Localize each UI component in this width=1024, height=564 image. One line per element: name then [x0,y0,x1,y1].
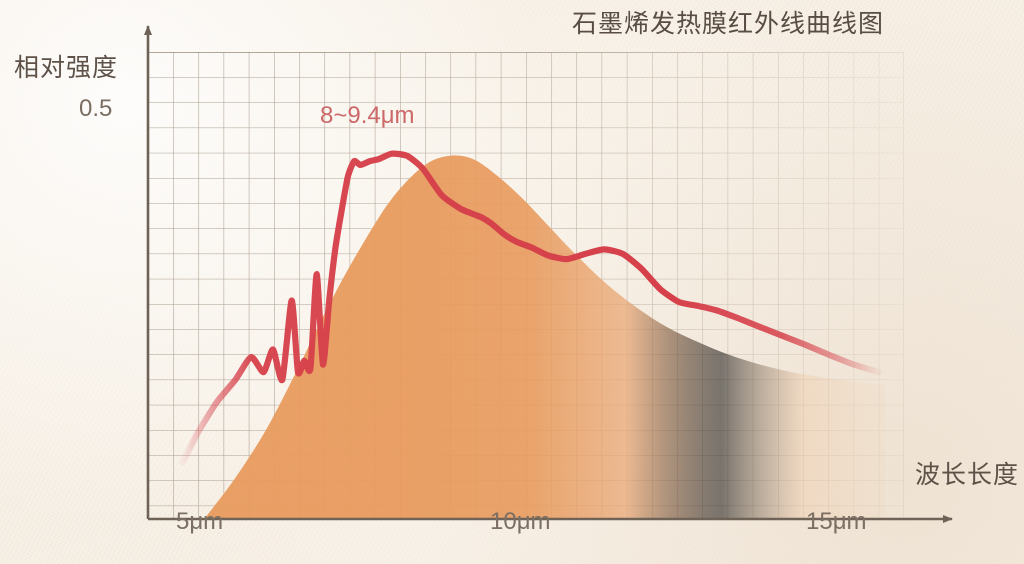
x-axis-tick-label-10um: 10μm [490,508,551,535]
x-axis-tick-label-15um: 15μm [806,508,867,535]
chart-axes [144,25,953,523]
peak-band-annotation: 8~9.4μm [320,102,415,129]
infrared-emission-curve [179,150,883,466]
x-axis-tick-label-5um: 5μm [176,508,224,535]
page-title: 石墨烯发热膜红外线曲线图 [572,9,885,38]
blackbody-reference-area [204,155,886,519]
y-axis-label: 相对强度 [14,53,119,82]
x-axis-label: 波长长度 [915,460,1020,489]
y-axis-tick-label: 0.5 [79,95,113,122]
